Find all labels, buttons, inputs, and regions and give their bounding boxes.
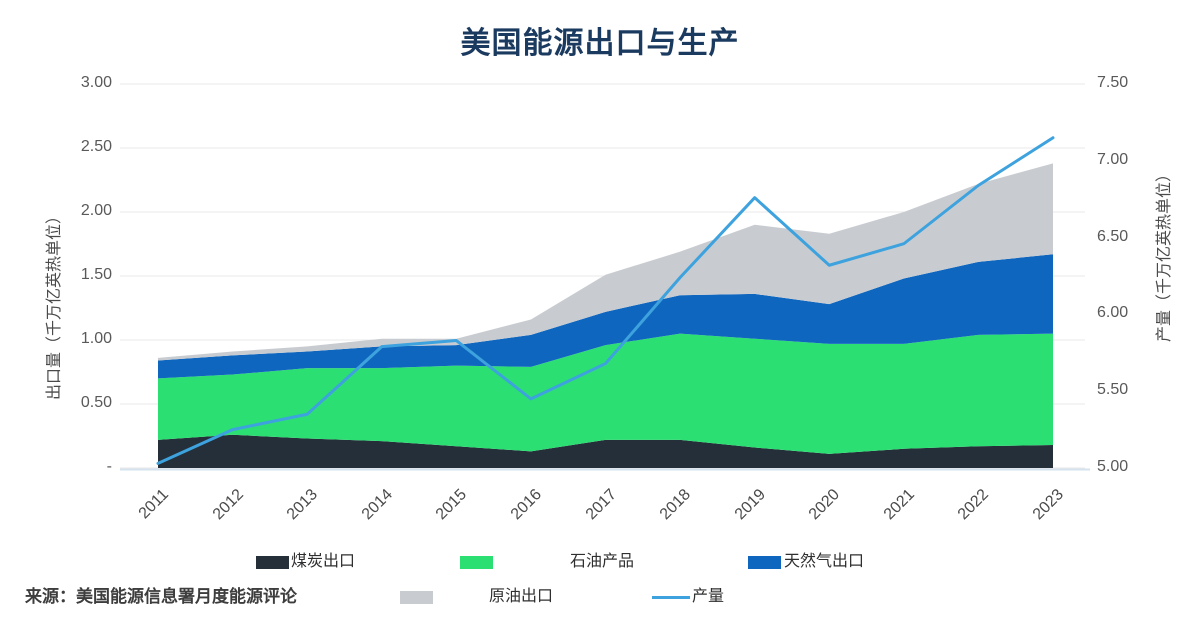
legend-swatch-petroleum-products xyxy=(460,556,493,569)
legend-swatch-coal-exports xyxy=(256,556,289,569)
area-crude-oil-exports xyxy=(158,163,1053,361)
legend-label-petroleum-products: 石油产品 xyxy=(570,553,635,570)
right-tick-label: 6.00 xyxy=(1097,304,1129,322)
legend-label-coal-exports: 煤炭出口 xyxy=(291,553,356,570)
chart-title: 美国能源出口与生产 xyxy=(460,27,740,60)
legend-item-coal-exports[interactable]: 煤炭出口 xyxy=(0,553,1200,571)
left-tick-label: 2.00 xyxy=(80,202,112,219)
legend-item-natural-gas-exports[interactable]: 天然气出口 xyxy=(0,553,1200,571)
right-tick-label: 6.50 xyxy=(1097,227,1129,245)
line-production xyxy=(156,136,1055,465)
right-tick-label: 5.50 xyxy=(1097,381,1129,399)
right-tick-label: 7.00 xyxy=(1097,150,1129,168)
area-petroleum-products xyxy=(158,333,1053,454)
legend-item-crude-oil-exports[interactable]: 原油出口 xyxy=(0,588,1200,606)
left-tick-label: 1.50 xyxy=(80,266,112,283)
legend-line-production xyxy=(652,596,690,599)
legend-label-natural-gas-exports: 天然气出口 xyxy=(784,553,865,570)
legend-label-production: 产量 xyxy=(692,588,725,605)
left-tick-label: 0.50 xyxy=(80,394,112,411)
area-coal-exports xyxy=(158,434,1053,468)
legend-swatch-natural-gas-exports xyxy=(748,556,781,569)
left-tick-label: 3.00 xyxy=(80,74,112,91)
right-tick-label: 7.50 xyxy=(1097,74,1129,91)
legend-label-crude-oil-exports: 原油出口 xyxy=(489,588,554,605)
right-tick-label: 5.00 xyxy=(1097,458,1129,475)
left-tick-label: 1.00 xyxy=(80,330,112,347)
left-tick-label: - xyxy=(106,458,112,475)
left-tick-label: 2.50 xyxy=(80,138,112,155)
source-note: 来源：美国能源信息署月度能源评论 xyxy=(25,587,297,606)
legend-item-production[interactable]: 产量 xyxy=(0,588,1200,606)
legend-swatch-crude-oil-exports xyxy=(400,591,433,604)
legend-item-petroleum-products[interactable]: 石油产品 xyxy=(0,553,1200,571)
